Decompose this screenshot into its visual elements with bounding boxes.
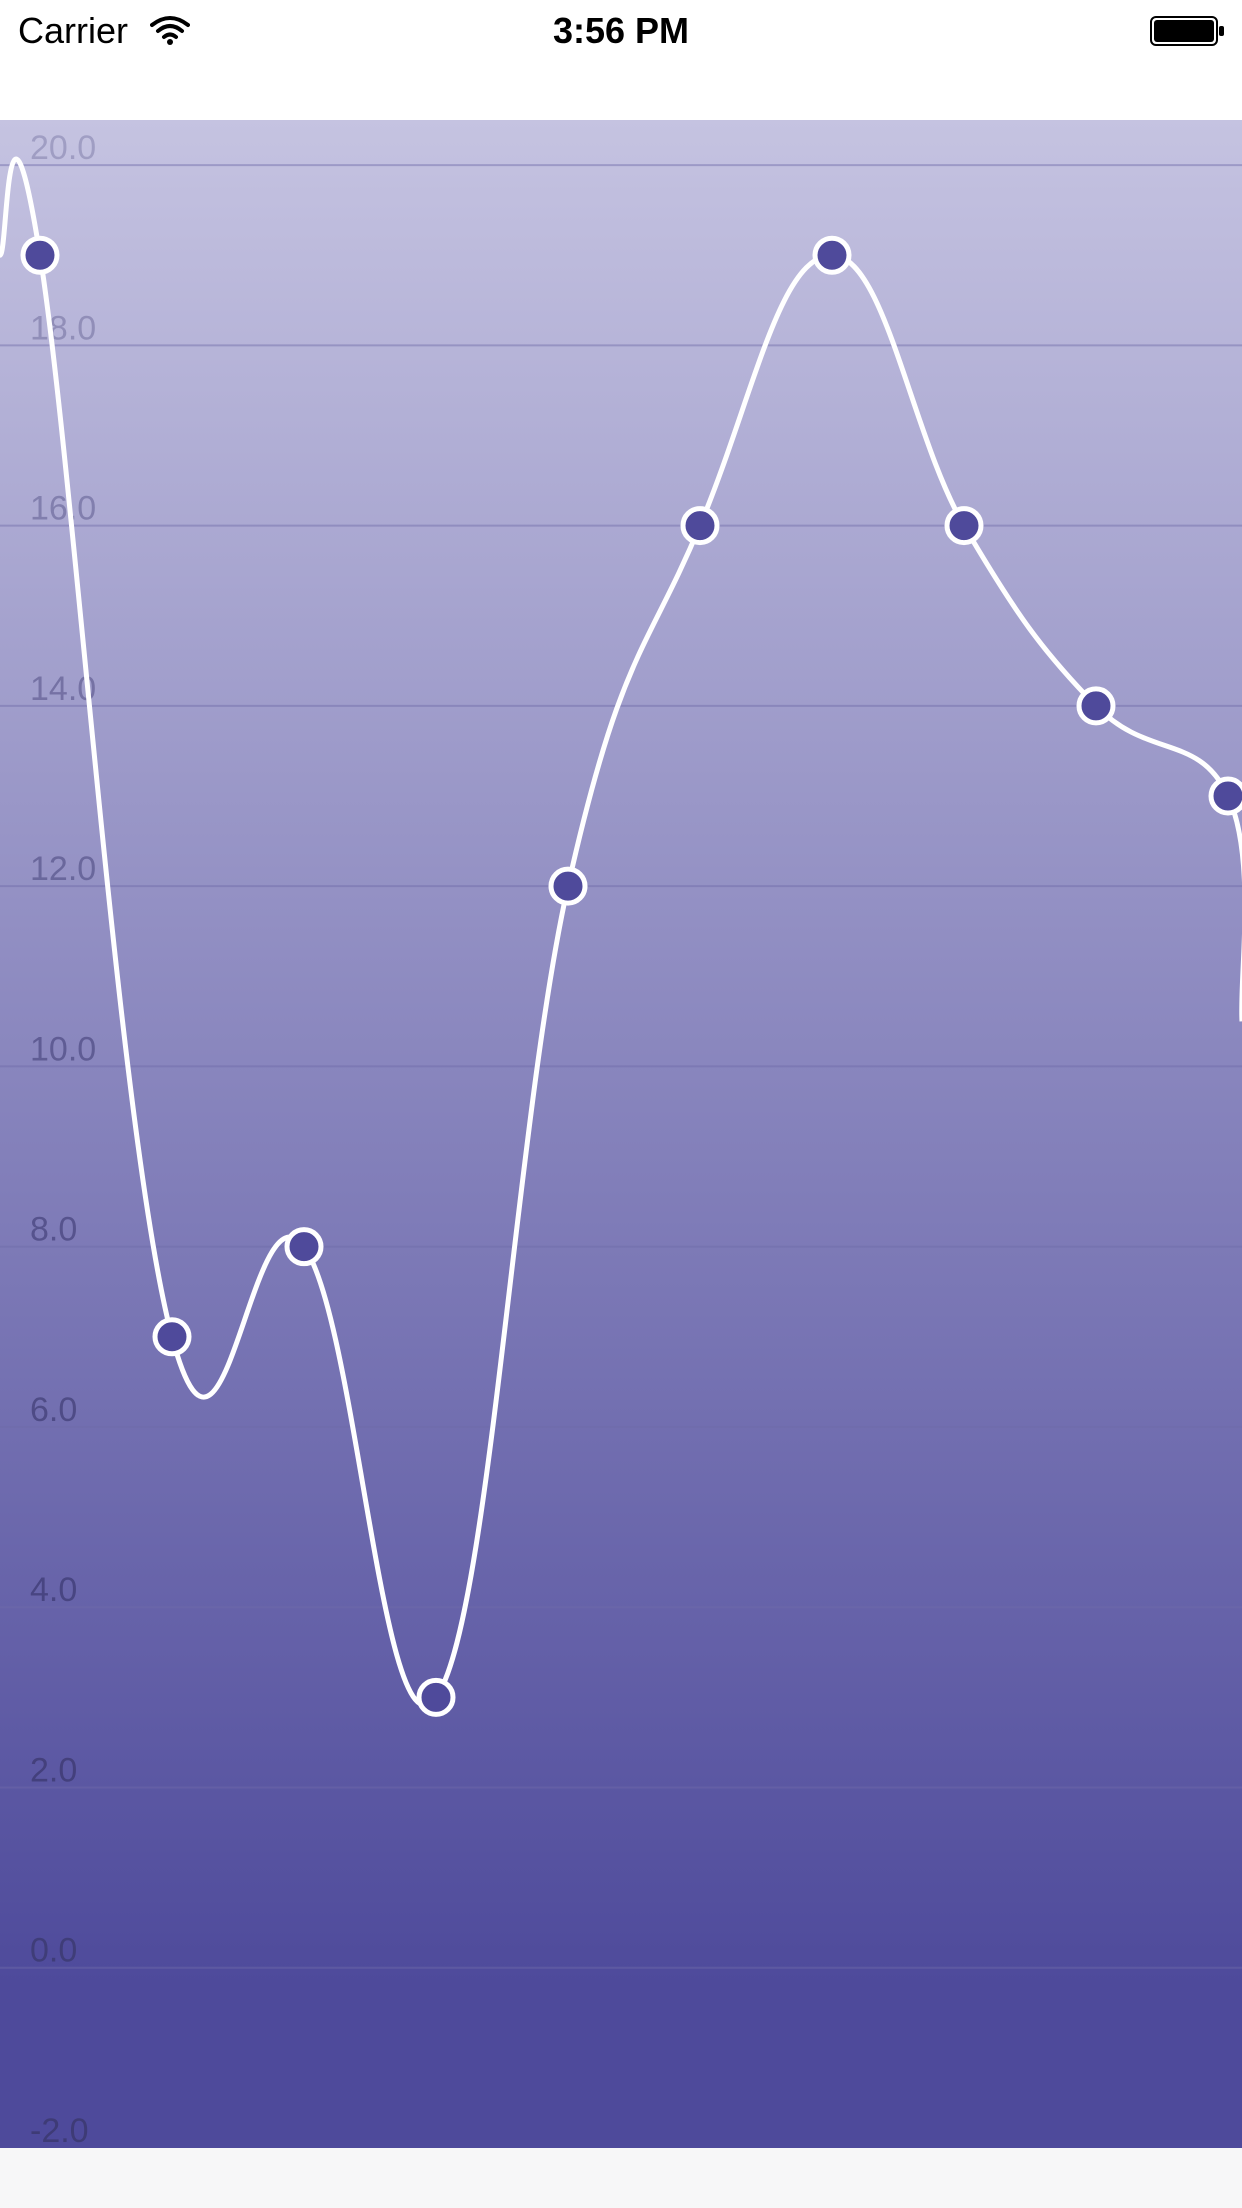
data-point[interactable] [812,235,852,275]
data-point[interactable] [152,1317,192,1357]
data-points[interactable] [20,235,1242,1717]
data-point[interactable] [548,866,588,906]
chart-svg[interactable]: -2.00.02.04.06.08.010.012.014.016.018.02… [0,120,1242,2150]
y-axis-labels: -2.00.02.04.06.08.010.012.014.016.018.02… [30,129,96,2150]
y-tick-label: 10.0 [30,1030,96,1068]
data-point[interactable] [284,1227,324,1267]
y-tick-label: 6.0 [30,1391,77,1429]
bottom-bar [0,2148,1242,2208]
y-tick-label: 0.0 [30,1932,77,1970]
battery-icon [1150,16,1224,46]
line-chart[interactable]: -2.0 0.0 2.0 4.0 6.0 8.0 10.0 12.0 14.0 16.0 18.0 2… [0,120,1242,2150]
y-tick-label: 12.0 [30,850,96,888]
y-tick-label: 18.0 [30,309,96,347]
y-tick-label: 16.0 [30,490,96,528]
status-bar: Carrier 3:56 PM [0,0,1242,60]
y-tick-label: 4.0 [30,1571,77,1609]
grid-lines [0,164,1242,1969]
data-point[interactable] [944,506,984,546]
data-point[interactable] [1076,686,1116,726]
y-tick-label: 20.0 [30,129,96,167]
status-time: 3:56 PM [552,10,690,51]
y-tick-label: 8.0 [30,1211,77,1249]
wifi-icon [150,16,190,45]
series-line [0,156,1242,1708]
chart-background [0,120,1242,2148]
navigation-bar [0,60,1242,120]
data-point[interactable] [20,235,60,275]
y-tick-label: -2.0 [30,2112,89,2148]
data-point[interactable] [1208,776,1242,816]
carrier-label: Carrier [18,10,129,51]
data-point[interactable] [416,1677,456,1717]
y-tick-label: 2.0 [30,1751,77,1789]
data-point[interactable] [680,506,720,546]
